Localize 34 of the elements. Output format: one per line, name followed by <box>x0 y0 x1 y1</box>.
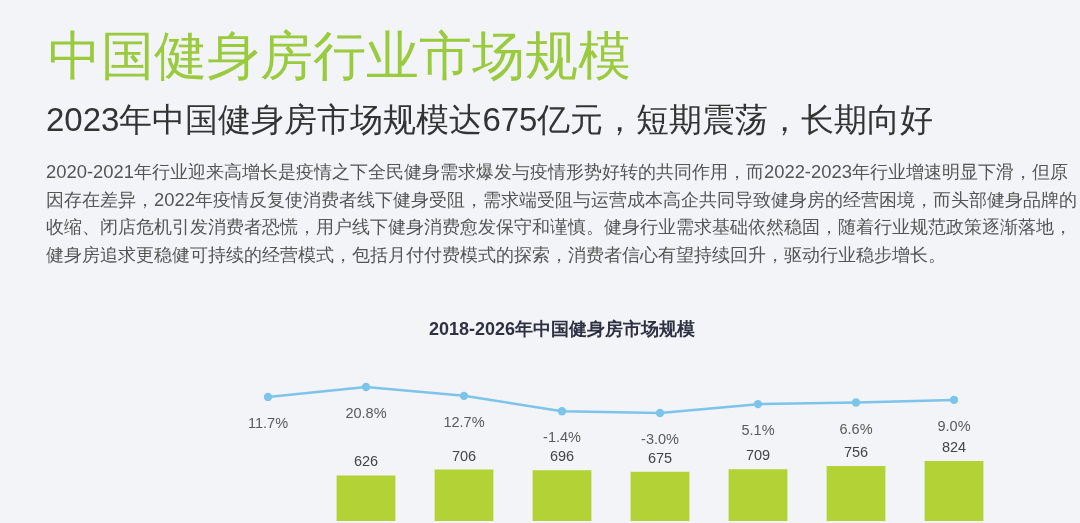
text: 2023年中国健身房市场规模达675亿元，短期震荡，长期向好 <box>46 100 934 140</box>
bar <box>434 469 494 521</box>
point <box>361 382 371 392</box>
data-label: 706 <box>451 447 477 464</box>
text: 2020-2021年行业迎来高增长是疫情之下全民健身需求爆发与疫情形势好转的共同作用，而2022-2023年行业增速明显下滑，但原因存在差异，2022年疫情反复使消费者线下健身受阻，需求端受阻与运营成本高企共同导致健身房的经营困境，而头部健身品牌的收缩、闭店危机引发消费者恐慌，用户线下健身消费愈发保守和谨慎。健身行业需求基础依然稳固，随着行业规范政策逐渐落地，健身房追求更稳健可持续的经营模式，包括月付付费模式的探索，消费者信心有望持续回升，驱动行业稳步增长。 <box>46 160 1078 267</box>
chart-title: 2018-2026年中国健身房市场规模 <box>428 318 696 339</box>
data-label: 6.6% <box>839 420 873 437</box>
point <box>655 408 665 418</box>
bar <box>630 471 690 521</box>
bar <box>826 465 886 521</box>
point <box>753 399 763 409</box>
data-label: 11.7% <box>247 414 289 431</box>
data-label: 675 <box>647 449 673 466</box>
point <box>851 398 861 407</box>
data-label: 20.8% <box>345 405 387 421</box>
data-label: 824 <box>941 439 967 455</box>
bar <box>336 475 396 521</box>
data-label: -1.4% <box>543 429 582 446</box>
data-label: 626 <box>353 453 379 470</box>
data-label: 756 <box>843 443 869 460</box>
bar <box>924 461 984 521</box>
data-label: 709 <box>745 447 771 464</box>
data-label: -3.0% <box>641 431 680 447</box>
data-label: 5.1% <box>741 422 775 439</box>
point <box>459 391 469 401</box>
point <box>263 392 273 402</box>
bar <box>728 469 788 521</box>
data-label: 696 <box>549 448 575 465</box>
point <box>949 395 959 405</box>
bar <box>532 470 592 521</box>
point <box>557 407 567 416</box>
text: 中国健身房行业市场规模 <box>48 25 631 87</box>
data-label: 9.0% <box>937 417 971 434</box>
data-label: 12.7% <box>443 413 485 430</box>
